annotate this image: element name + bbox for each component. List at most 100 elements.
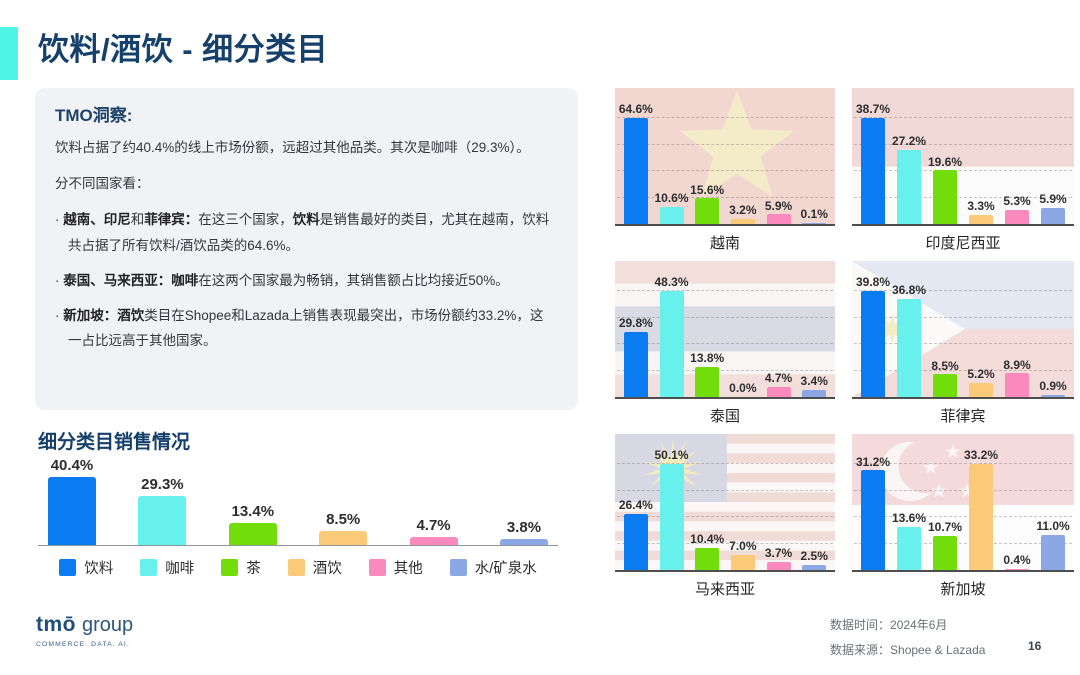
bar xyxy=(933,170,957,224)
gridline xyxy=(617,117,833,118)
bar-value-label: 5.9% xyxy=(764,198,793,213)
bar-group-咖啡: 13.6% xyxy=(891,511,927,570)
bar-value-label: 33.2% xyxy=(963,448,999,463)
logo-tagline: COMMERCE. DATA. AI. xyxy=(36,641,130,648)
bar-value-label: 3.2% xyxy=(729,202,757,217)
bar-group-酒饮: 33.2% xyxy=(963,448,999,570)
text-segment: 和 xyxy=(130,211,145,227)
gridline xyxy=(854,542,1072,544)
bar xyxy=(861,118,885,224)
text-segment: 在这两个国家最为畅销，其销售额占比均接近50%。 xyxy=(198,272,509,288)
legend-swatch xyxy=(59,559,77,576)
main-bar-group-咖啡: 29.3% xyxy=(138,476,187,545)
bar-value-label: 15.6% xyxy=(690,182,725,197)
bar-value-label: 0.4% xyxy=(1003,552,1031,567)
gridline xyxy=(617,170,833,171)
bar-group-茶: 15.6% xyxy=(689,182,725,224)
legend-label: 水/矿泉水 xyxy=(474,561,537,577)
bar-group-咖啡: 48.3% xyxy=(654,275,690,397)
bar-group-饮料: 29.8% xyxy=(618,316,654,397)
bar xyxy=(1005,373,1029,397)
legend-item: 饮料 xyxy=(59,557,113,578)
insight-panel: TMO洞察: 饮料占据了约40.4%的线上市场份额，远超过其他品类。其次是咖啡（… xyxy=(35,88,578,410)
country-chart-malaysia: 26.4% 50.1% 10.4% 7.0% 3.7% 2.5% 马来西亚 xyxy=(615,434,835,599)
gridline xyxy=(854,369,1072,371)
bar-value-label: 5.9% xyxy=(1039,192,1067,207)
bar-value-label: 7.0% xyxy=(729,539,757,554)
gridline xyxy=(854,143,1072,145)
bar xyxy=(1041,534,1065,570)
bar-group-其他: 8.9% xyxy=(999,357,1035,397)
flag-vietnam-background xyxy=(615,88,835,224)
text-segment: 类目在Shopee和Lazada上销售表现最突出，市场份额约33.2%，这一占比… xyxy=(68,307,544,349)
legend-label: 酒饮 xyxy=(312,561,342,577)
bar xyxy=(969,383,993,397)
bar-value-label: 8.9% xyxy=(1003,357,1031,372)
bar-value-label: 8.5% xyxy=(931,358,959,373)
bars-row: 29.8% 48.3% 13.8% 0.0% 4.7% 3.4% xyxy=(615,261,835,397)
bar-group-水/矿泉水: 11.0% xyxy=(1035,519,1071,570)
legend-label: 其他 xyxy=(393,561,423,577)
insight-bullet-countries: · 越南、印尼和菲律宾：在这三个国家，饮料是销售最好的类目，尤其在越南，饮料共占… xyxy=(55,207,556,259)
bar-group-饮料: 64.6% xyxy=(618,102,654,224)
main-bar-group-其他: 4.7% xyxy=(409,517,458,545)
bar-value-label: 64.6% xyxy=(618,102,653,117)
bars-row: 26.4% 50.1% 10.4% 7.0% 3.7% 2.5% xyxy=(615,434,835,570)
gridline xyxy=(617,196,833,198)
legend-swatch xyxy=(287,559,305,576)
text-segment: 新加坡：酒饮 xyxy=(63,307,145,323)
legend-swatch xyxy=(449,559,467,576)
bar-group-咖啡: 50.1% xyxy=(654,448,690,570)
bar xyxy=(897,149,921,224)
country-chart-indonesia: 38.7% 27.2% 19.6% 3.3% 5.3% 5.9% 印度尼西亚 xyxy=(852,88,1074,253)
legend-swatch xyxy=(368,559,386,576)
bar-value-label: 50.1% xyxy=(654,448,689,463)
bar-value-label: 38.7% xyxy=(855,102,891,117)
bar-group-水/矿泉水: 5.9% xyxy=(1035,192,1071,224)
bar-group-茶: 19.6% xyxy=(927,154,963,224)
main-bar-group-饮料: 40.4% xyxy=(48,457,96,545)
bar xyxy=(1005,209,1029,224)
bar xyxy=(695,366,720,397)
flag-indonesia-background xyxy=(852,88,1074,224)
legend-item: 咖啡 xyxy=(140,557,194,578)
gridline xyxy=(854,516,1072,517)
bar xyxy=(802,564,827,570)
bar-value-label: 3.8% xyxy=(506,518,542,536)
country-chart-singapore: 31.2% 13.6% 10.7% 33.2% 0.4% 11.0% 新加坡 xyxy=(852,434,1074,599)
bar-value-label: 3.4% xyxy=(800,373,828,388)
bar-group-茶: 13.8% xyxy=(689,351,725,397)
bar-value-label: 0.1% xyxy=(800,207,828,222)
bar-value-label: 39.8% xyxy=(855,275,891,290)
text-segment: 菲律宾： xyxy=(144,211,199,227)
gridline xyxy=(854,463,1072,464)
text-segment: · xyxy=(55,307,64,323)
bar-group-其他: 5.3% xyxy=(999,194,1035,224)
bars-row: 64.6% 10.6% 15.6% 3.2% 5.9% 0.1% xyxy=(615,88,835,224)
legend-item: 酒饮 xyxy=(287,557,342,578)
text-segment: · xyxy=(55,272,64,288)
country-charts-grid: 64.6% 10.6% 15.6% 3.2% 5.9% 0.1% 越南 38.7% 27.2% 1… xyxy=(615,88,1075,599)
bar-group-酒饮: 5.2% xyxy=(963,368,999,397)
bar-value-label: 8.5% xyxy=(326,510,361,528)
data-source-label: 数据来源： xyxy=(830,642,891,657)
bar-value-label: 10.7% xyxy=(927,520,963,535)
gridline xyxy=(854,489,1072,491)
gridline xyxy=(617,290,833,291)
legend-swatch xyxy=(221,559,239,576)
bar-value-label: 19.6% xyxy=(927,154,963,169)
page-number: 16 xyxy=(1028,639,1042,653)
bar-value-label: 11.0% xyxy=(1036,519,1070,534)
main-bar-group-酒饮: 8.5% xyxy=(319,510,368,545)
gridline xyxy=(617,542,833,544)
bar-value-label: 10.4% xyxy=(690,532,725,547)
insight-heading: TMO洞察: xyxy=(55,106,133,125)
bar-value-label: 0.9% xyxy=(1039,378,1067,393)
bar-value-label: 27.2% xyxy=(891,133,927,148)
logo-brand-text: tmō xyxy=(36,613,76,636)
gridline xyxy=(854,343,1072,344)
bars-row: 39.8% 36.8% 8.5% 5.2% 8.9% 0.9% xyxy=(852,261,1074,397)
main-chart: 40.4% 29.3% 13.4% 8.5% 4.7% 3.8% xyxy=(38,457,558,546)
bar-group-水/矿泉水: 0.1% xyxy=(796,207,832,224)
gridline xyxy=(617,343,833,344)
